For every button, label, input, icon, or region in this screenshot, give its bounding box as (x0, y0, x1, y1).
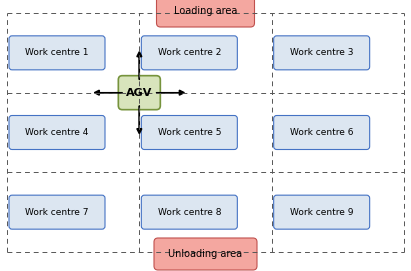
FancyArrow shape (137, 106, 142, 134)
Text: Work centre 5: Work centre 5 (157, 128, 221, 137)
Text: Work centre 6: Work centre 6 (290, 128, 353, 137)
Text: Work centre 9: Work centre 9 (290, 208, 353, 217)
Text: Work centre 3: Work centre 3 (290, 48, 353, 57)
FancyBboxPatch shape (9, 115, 105, 150)
FancyBboxPatch shape (141, 36, 237, 70)
FancyBboxPatch shape (274, 36, 369, 70)
Text: AGV: AGV (126, 88, 152, 98)
Text: Work centre 8: Work centre 8 (157, 208, 221, 217)
FancyBboxPatch shape (118, 76, 160, 110)
FancyBboxPatch shape (274, 195, 369, 229)
FancyBboxPatch shape (9, 195, 105, 229)
FancyBboxPatch shape (154, 238, 257, 270)
FancyBboxPatch shape (9, 36, 105, 70)
Text: Work centre 2: Work centre 2 (158, 48, 221, 57)
Text: Unloading area: Unloading area (169, 249, 242, 259)
FancyArrow shape (95, 90, 122, 95)
FancyBboxPatch shape (157, 0, 254, 27)
Text: Work centre 7: Work centre 7 (25, 208, 89, 217)
FancyArrow shape (137, 52, 142, 80)
Text: Work centre 4: Work centre 4 (25, 128, 89, 137)
FancyArrow shape (156, 90, 184, 95)
FancyBboxPatch shape (274, 115, 369, 150)
FancyBboxPatch shape (141, 115, 237, 150)
Text: Loading area: Loading area (174, 6, 237, 16)
FancyBboxPatch shape (141, 195, 237, 229)
Text: Work centre 1: Work centre 1 (25, 48, 89, 57)
